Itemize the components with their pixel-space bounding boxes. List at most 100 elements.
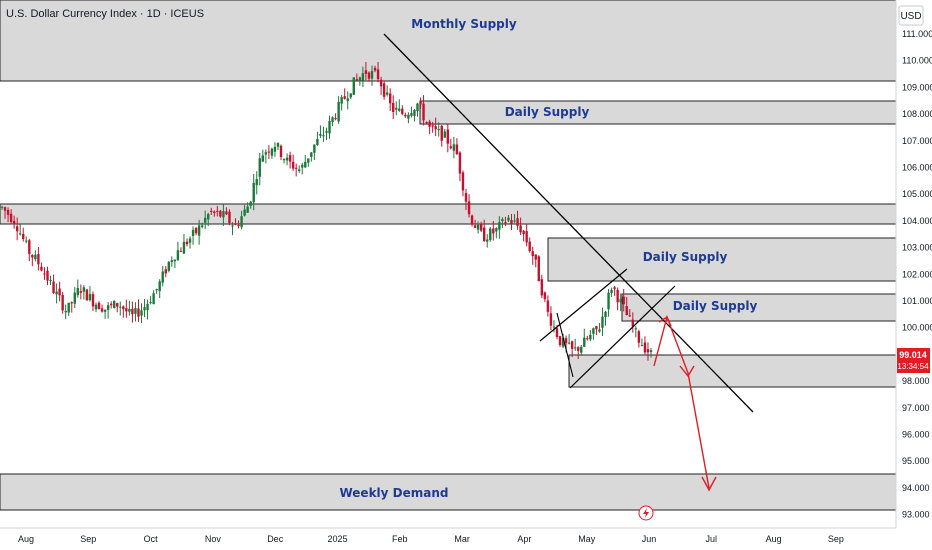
projection-path[interactable] (653, 314, 717, 492)
daily-zone-104 (0, 203, 897, 225)
candle-body (255, 179, 258, 186)
candle-body (564, 338, 568, 344)
candle-body (534, 254, 537, 260)
candle-body (373, 67, 377, 71)
x-tick-label: May (578, 534, 596, 544)
candle-body (640, 345, 644, 347)
candle-body (425, 122, 428, 124)
candle-body (573, 347, 577, 349)
x-tick-label: Sep (80, 534, 96, 544)
unit-box[interactable] (898, 5, 924, 26)
candle-body (516, 218, 519, 226)
candle-body (616, 289, 619, 303)
candle-body (49, 279, 52, 281)
candle-body (213, 211, 216, 214)
candle-body (628, 315, 631, 317)
monthly-supply-zone (0, 0, 897, 82)
candle-body (37, 254, 40, 265)
candle-body (552, 326, 556, 328)
candle-body (646, 349, 650, 353)
candle-body (134, 308, 137, 314)
candle-body (407, 114, 410, 119)
x-tick-label: Aug (18, 534, 34, 544)
candle-body (67, 302, 70, 313)
candle-body (449, 146, 453, 149)
y-tick-label: 110.000 (902, 56, 932, 66)
candle-body (379, 79, 383, 87)
candle-body (486, 239, 489, 242)
price-scale[interactable] (896, 0, 932, 528)
candle-body (570, 341, 574, 349)
zones-layer (0, 0, 897, 511)
candle-body (116, 303, 119, 307)
candle-body (537, 256, 540, 282)
candle-body (470, 215, 474, 225)
candle-body (246, 206, 249, 213)
channel-lower-line[interactable] (569, 285, 676, 389)
candle-body (476, 224, 480, 230)
projection-polyline[interactable] (653, 314, 710, 489)
candle-body (46, 270, 49, 281)
candle-body (282, 159, 286, 161)
candle-body (273, 146, 277, 152)
candle-body (128, 308, 131, 312)
x-tick-label: Feb (392, 534, 408, 544)
candle-body (452, 144, 456, 151)
channel-left-edge[interactable] (556, 312, 574, 378)
candle-body (504, 222, 507, 224)
candles-layer (0, 61, 653, 361)
current-price-badge (897, 348, 930, 373)
candle-body (589, 334, 592, 340)
x-tick-label: Sep (828, 534, 844, 544)
candle-body (0, 206, 4, 208)
candle-body (419, 101, 422, 105)
daily-supply-zone-1 (419, 100, 897, 125)
candle-body (355, 79, 359, 81)
candle-body (501, 219, 504, 221)
y-tick-label: 105.000 (902, 189, 932, 199)
candle-body (79, 291, 83, 293)
candle-body (267, 151, 271, 153)
candle-body (613, 287, 616, 289)
candle-body (207, 213, 210, 220)
candle-body (31, 254, 34, 258)
candle-body (3, 207, 7, 211)
candle-body (398, 108, 401, 111)
candle-body (443, 131, 446, 138)
candle-body (522, 230, 525, 234)
candle-body (410, 113, 413, 116)
chart-title: U.S. Dollar Currency Index · 1D · ICEUS (6, 8, 204, 20)
main-downtrend-line[interactable] (383, 33, 754, 413)
candle-body (298, 169, 301, 171)
candle-body (464, 192, 468, 202)
candle-body (234, 223, 237, 225)
x-tick-label: Jun (642, 534, 657, 544)
candle-body (228, 211, 231, 224)
candle-body (25, 240, 28, 242)
candle-body (519, 225, 522, 233)
weekly-demand-label: Weekly Demand (339, 486, 448, 500)
candle-body (558, 336, 562, 346)
time-scale[interactable] (0, 528, 932, 550)
demand-zone-98 (568, 354, 897, 388)
x-tick-label: Oct (144, 534, 159, 544)
candle-body (592, 328, 595, 334)
channel-upper-line[interactable] (539, 268, 628, 342)
candle-body (376, 69, 380, 80)
candle-body (540, 279, 544, 296)
candle-body (294, 167, 298, 169)
candle-body (304, 161, 307, 168)
lightning-icon[interactable] (638, 505, 654, 521)
candle-body (440, 125, 443, 141)
candle-body (301, 164, 304, 168)
candle-body (567, 342, 571, 344)
candle-body (28, 240, 31, 254)
candle-body (388, 93, 392, 104)
candle-body (461, 172, 465, 191)
candle-body (182, 241, 186, 254)
candle-body (634, 328, 638, 330)
y-tick-label: 106.000 (902, 163, 932, 173)
candle-body (610, 289, 613, 293)
candle-body (622, 296, 625, 305)
